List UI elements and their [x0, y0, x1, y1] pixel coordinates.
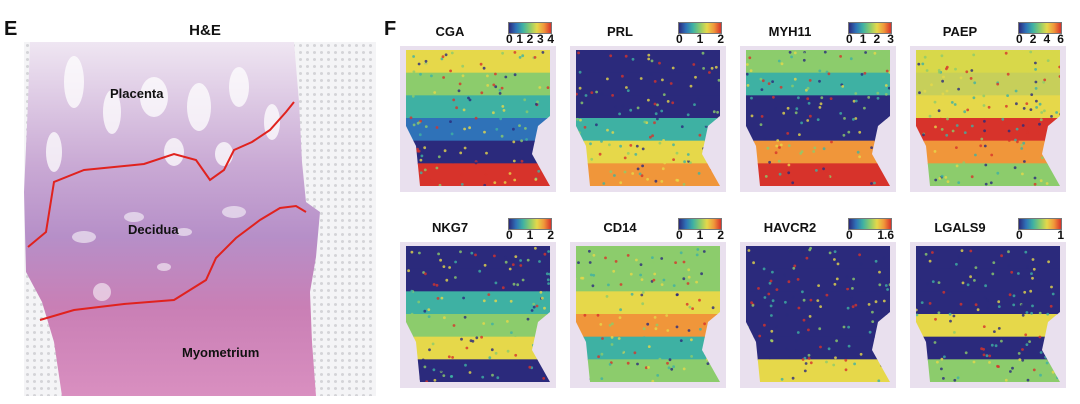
colorbar: [508, 22, 552, 34]
colorbar: [508, 218, 552, 230]
label-myometrium: Myometrium: [182, 345, 260, 360]
gene-name: HAVCR2: [763, 220, 817, 235]
gene-name: PAEP: [942, 24, 978, 39]
gene-tile-cga: CGA 0 1 2 3 4: [400, 22, 556, 192]
gene-tile-havcr2: HAVCR2 0 1.6: [740, 218, 896, 388]
colorbar-tick: 6: [1057, 32, 1064, 46]
label-decidua: Decidua: [128, 222, 179, 237]
colorbar-tick: 1: [526, 228, 534, 242]
colorbar-tick: 2: [1029, 32, 1037, 46]
decidua-myometrium-boundary: [39, 204, 307, 321]
colorbar-tick: 1: [859, 32, 867, 46]
colorbar-tick: 1: [516, 32, 524, 46]
colorbar-tick: 0: [1016, 228, 1023, 242]
spatial-expression-map: [740, 46, 896, 192]
colorbar-tick: 4: [1043, 32, 1051, 46]
colorbar-tick: 3: [536, 32, 544, 46]
colorbar-tick: 0: [676, 228, 683, 242]
spatial-expression-map: [400, 46, 556, 192]
decidua-texture: [72, 206, 246, 301]
placenta-decidua-boundary: [27, 101, 295, 248]
spatial-expression-map: [910, 46, 1066, 192]
colorbar-tick: 0: [506, 228, 513, 242]
spatial-expression-map: [910, 242, 1066, 388]
gene-tile-lgals9: LGALS9 0 1: [910, 218, 1066, 388]
colorbar: [678, 22, 722, 34]
gene-name: NKG7: [431, 220, 469, 235]
colorbar-tick: 2: [873, 32, 881, 46]
colorbar-tick: 0: [846, 228, 853, 242]
colorbar: [678, 218, 722, 230]
spatial-expression-map: [570, 46, 726, 192]
panel-letter-e: E: [4, 18, 18, 40]
colorbar-tick: 2: [526, 32, 534, 46]
gene-name: CD14: [603, 220, 637, 235]
colorbar-ticks: 0 1.6: [846, 228, 894, 242]
colorbar-tick: 4: [547, 32, 554, 46]
colorbar: [1018, 22, 1062, 34]
colorbar-tick: 0: [846, 32, 853, 46]
gene-tile-cd14: CD14 0 1 2: [570, 218, 726, 388]
colorbar-tick: 3: [887, 32, 894, 46]
spatial-expression-map: [740, 242, 896, 388]
placenta-villi: [46, 56, 280, 172]
colorbar-tick: 1: [696, 32, 704, 46]
gene-name: MYH11: [768, 24, 812, 39]
he-tissue-image: [24, 42, 376, 396]
colorbar-tick: 1: [1057, 228, 1064, 242]
colorbar-tick: 0: [676, 32, 683, 46]
colorbar-tick: 2: [547, 228, 554, 242]
colorbar-tick: 2: [717, 32, 724, 46]
colorbar: [848, 218, 892, 230]
gene-name: PRL: [607, 24, 633, 39]
gene-tile-nkg7: NKG7 0 1 2: [400, 218, 556, 388]
gene-tile-paep: PAEP 0 2 4 6: [910, 22, 1066, 192]
label-placenta: Placenta: [110, 86, 164, 101]
gene-tile-prl: PRL 0 1 2: [570, 22, 726, 192]
colorbar-tick: 0: [506, 32, 513, 46]
gene-name: LGALS9: [934, 220, 986, 235]
colorbar: [848, 22, 892, 34]
colorbar-tick: 1.6: [877, 228, 894, 242]
panel-letter-f: F: [384, 18, 397, 40]
he-title: H&E: [189, 22, 221, 39]
spatial-expression-map: [400, 242, 556, 388]
colorbar-tick: 2: [717, 228, 724, 242]
colorbar-tick: 0: [1016, 32, 1023, 46]
gene-tile-myh11: MYH11 0 1 2 3: [740, 22, 896, 192]
spatial-expression-map: [570, 242, 726, 388]
gene-name: CGA: [435, 24, 465, 39]
colorbar: [1018, 218, 1062, 230]
colorbar-tick: 1: [696, 228, 704, 242]
